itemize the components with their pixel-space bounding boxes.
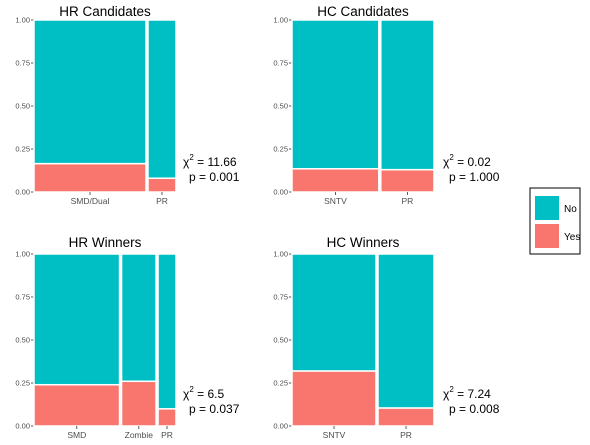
panel-hr-candidates: HR Candidates 0.00 0.25 0.50 0.75 1.00 SMD/Dua… <box>15 4 239 206</box>
mosaic-cell-no <box>291 19 380 170</box>
mosaic-cell-yes <box>377 407 435 427</box>
p-value-label: p = 0.008 <box>449 402 500 416</box>
y-tick-label: 0.50 <box>273 336 288 345</box>
chi-square-label: χ2 = 0.02 <box>443 153 491 169</box>
mosaic-cell-yes <box>157 408 177 427</box>
x-tick-label: PR <box>161 430 173 440</box>
panel-title: HR Winners <box>69 235 142 250</box>
y-tick-label: 0.75 <box>15 59 30 68</box>
mosaic-cell-no <box>380 19 435 171</box>
y-tick-label: 0.50 <box>15 336 30 345</box>
p-value-label: p = 1.000 <box>449 170 500 184</box>
mosaic-cell-no <box>291 253 377 372</box>
mosaic-cell-yes <box>120 380 157 427</box>
mosaic-cell-no <box>157 253 177 410</box>
y-tick-label: 1.00 <box>273 250 288 259</box>
legend-label-yes: Yes <box>564 232 580 243</box>
x-tick-label: SMD <box>67 430 86 440</box>
mosaic-cell-no <box>33 19 147 165</box>
legend: No Yes <box>529 187 581 255</box>
x-tick-label: Zombie <box>125 430 154 440</box>
mosaic-cell-no <box>147 19 177 179</box>
chi-square-label: χ2 = 6.5 <box>183 385 224 401</box>
legend-label-no: No <box>564 204 577 215</box>
mosaic-cell-no <box>120 253 157 383</box>
y-tick-label: 0.00 <box>273 422 288 431</box>
mosaic-cell-yes <box>291 168 380 193</box>
y-tick-label: 0.25 <box>273 379 288 388</box>
mosaic-cell-yes <box>33 162 147 193</box>
panel-hc-winners: HC Winners 0.00 0.25 0.50 0.75 1.00 SNTV PR χ2 =… <box>273 235 499 440</box>
mosaic-cell-no <box>377 253 435 409</box>
mosaic-cell-yes <box>33 383 121 427</box>
y-tick-label: 0.00 <box>15 188 30 197</box>
y-tick-label: 0.25 <box>15 379 30 388</box>
mosaic-cell-yes <box>147 177 177 193</box>
y-tick-label: 0.25 <box>273 145 288 154</box>
x-tick-label: PR <box>400 430 412 440</box>
panel-title: HC Winners <box>327 235 400 250</box>
y-tick-label: 0.75 <box>273 293 288 302</box>
y-tick-label: 0.75 <box>273 59 288 68</box>
panel-title: HC Candidates <box>317 4 409 19</box>
chi-square-label: χ2 = 11.66 <box>183 153 237 169</box>
p-value-label: p = 0.001 <box>189 170 240 184</box>
panel-hr-winners: HR Winners 0.00 0.25 0.50 0.75 1.00 SMD Zombie P… <box>15 235 239 440</box>
mosaic-cell-no <box>33 253 121 386</box>
y-tick-label: 1.00 <box>15 250 30 259</box>
p-value-label: p = 0.037 <box>189 402 240 416</box>
y-tick-label: 0.50 <box>15 102 30 111</box>
x-tick-label: SMD/Dual <box>71 196 110 206</box>
panel-hc-candidates: HC Candidates 0.00 0.25 0.50 0.75 1.00 SNTV PR χ… <box>273 4 499 206</box>
legend-key-yes <box>535 224 559 248</box>
mosaic-cell-yes <box>291 370 377 427</box>
y-tick-label: 0.00 <box>15 422 30 431</box>
chi-square-label: χ2 = 7.24 <box>443 385 491 401</box>
y-tick-label: 1.00 <box>273 16 288 25</box>
x-tick-label: SNTV <box>323 430 346 440</box>
y-tick-label: 0.00 <box>273 188 288 197</box>
y-tick-label: 0.25 <box>15 145 30 154</box>
x-tick-label: PR <box>156 196 168 206</box>
legend-key-no <box>535 196 559 220</box>
x-tick-label: PR <box>401 196 413 206</box>
x-tick-label: SNTV <box>324 196 347 206</box>
y-tick-label: 1.00 <box>15 16 30 25</box>
mosaic-cell-yes <box>380 168 435 193</box>
panel-title: HR Candidates <box>59 4 151 19</box>
y-tick-label: 0.75 <box>15 293 30 302</box>
y-tick-label: 0.50 <box>273 102 288 111</box>
